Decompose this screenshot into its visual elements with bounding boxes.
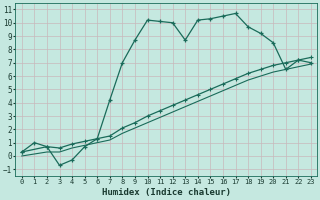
X-axis label: Humidex (Indice chaleur): Humidex (Indice chaleur) xyxy=(102,188,231,197)
